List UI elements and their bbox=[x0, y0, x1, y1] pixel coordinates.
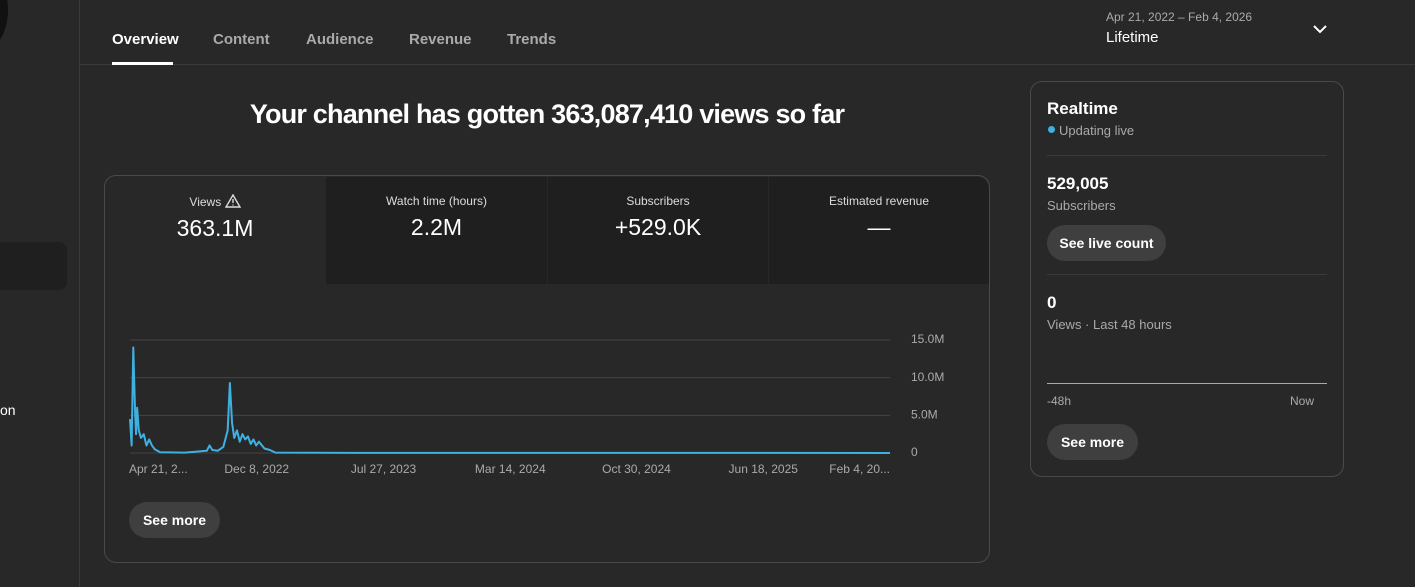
headline: Your channel has gotten 363,087,410 view… bbox=[249, 99, 845, 129]
x-tick-label: Oct 30, 2024 bbox=[602, 462, 671, 476]
live-count-button[interactable]: See live count bbox=[1047, 225, 1166, 261]
y-tick-label: 15.0M bbox=[911, 332, 944, 346]
sidebar-item[interactable]: on bbox=[0, 402, 16, 418]
metric-value: — bbox=[867, 214, 891, 240]
divider bbox=[1047, 274, 1327, 275]
warning-icon bbox=[224, 193, 241, 208]
metric-value: +529.0K bbox=[614, 214, 702, 240]
chevron bbox=[1313, 25, 1327, 34]
tab-bar-divider bbox=[80, 64, 1415, 65]
y-tick-label: 5.0M bbox=[911, 408, 938, 422]
x-tick-label: Dec 8, 2022 bbox=[224, 462, 289, 476]
tab[interactable]: Revenue bbox=[409, 31, 472, 48]
realtime-panel: Realtime Updating live 529,005 Subscribe… bbox=[1030, 81, 1344, 477]
tab[interactable]: Overview bbox=[112, 31, 179, 48]
realtime-axis bbox=[1047, 383, 1327, 384]
metric-label: Watch time (hours) bbox=[386, 194, 487, 208]
metric-label: Views bbox=[189, 195, 222, 209]
axis-end: Now bbox=[1290, 394, 1315, 408]
metric-tab[interactable]: Watch time (hours) 2.2M bbox=[326, 177, 547, 284]
y-tick-label: 0 bbox=[911, 445, 918, 459]
metric-value: 2.2M bbox=[410, 214, 463, 240]
metric-value: 363.1M bbox=[176, 215, 254, 241]
date-range[interactable]: Apr 21, 2022 – Feb 4, 2026 bbox=[1106, 10, 1253, 24]
metric-label: Estimated revenue bbox=[828, 194, 930, 208]
tab[interactable]: Trends bbox=[507, 31, 557, 48]
metric-tab[interactable]: Subscribers +529.0K bbox=[548, 177, 768, 284]
line-series bbox=[129, 346, 891, 454]
avatar[interactable] bbox=[0, 0, 8, 50]
tab-underline bbox=[112, 62, 173, 65]
y-tick-label: 10.0M bbox=[911, 370, 944, 384]
views-count: 0 bbox=[1047, 293, 1057, 312]
tab[interactable]: Audience bbox=[306, 31, 374, 48]
x-tick-label: Jun 18, 2025 bbox=[729, 462, 799, 476]
views-label: Views · Last 48 hours bbox=[1047, 317, 1172, 332]
x-tick-label: Apr 21, 2... bbox=[129, 462, 188, 476]
date-range-label[interactable]: Lifetime bbox=[1106, 29, 1159, 46]
metric-tab[interactable]: Views 363.1M bbox=[105, 177, 325, 284]
divider bbox=[1047, 155, 1327, 156]
see-more-button[interactable]: See more bbox=[1047, 424, 1138, 460]
see-more-button[interactable]: See more bbox=[129, 502, 220, 538]
live-dot bbox=[1048, 126, 1055, 133]
chart: 0 5.0M 10.0M 15.0M Apr 21, 2... Dec 8, 2022 Ju… bbox=[129, 332, 944, 476]
tab[interactable]: Content bbox=[213, 31, 270, 48]
metric-tab[interactable]: Estimated revenue — bbox=[769, 177, 989, 284]
metric-label: Subscribers bbox=[626, 194, 690, 208]
dropdown-chevron[interactable] bbox=[1311, 22, 1329, 38]
x-tick-label: Jul 27, 2023 bbox=[351, 462, 417, 476]
realtime-status: Updating live bbox=[1059, 123, 1135, 138]
subscribers-label: Subscribers bbox=[1047, 198, 1116, 213]
axis-start: -48h bbox=[1047, 394, 1072, 408]
x-tick-label: Mar 14, 2024 bbox=[475, 462, 546, 476]
x-tick-label: Feb 4, 20... bbox=[829, 462, 890, 476]
sidebar: on bbox=[0, 0, 80, 587]
subscribers-count: 529,005 bbox=[1047, 174, 1109, 193]
realtime-title: Realtime bbox=[1047, 99, 1118, 118]
sidebar-selected-item[interactable] bbox=[0, 242, 67, 290]
chart-card bbox=[104, 175, 990, 563]
